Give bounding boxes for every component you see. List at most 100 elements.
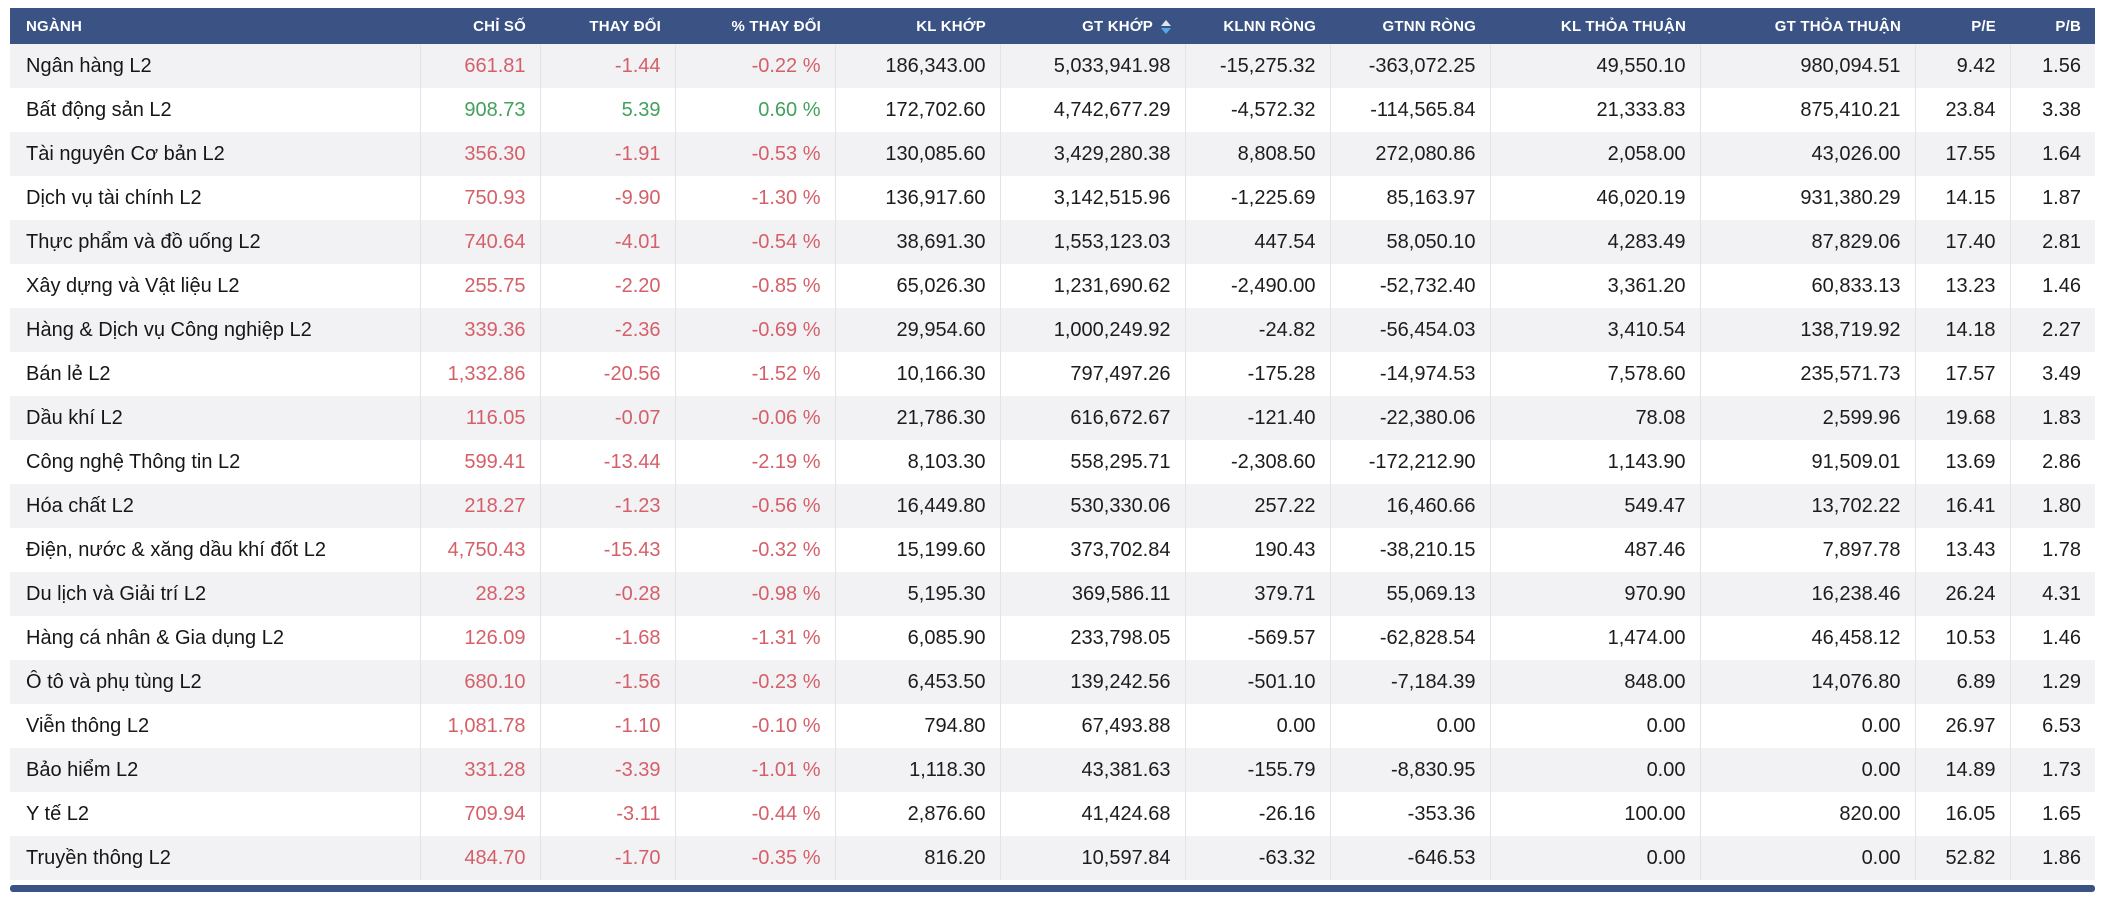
- column-header-9[interactable]: GT THỎA THUẬN: [1700, 8, 1915, 44]
- value-cell: 9.42: [1915, 44, 2011, 88]
- value-cell: 2.86: [2042, 450, 2081, 473]
- value-cell: 255.75: [420, 264, 541, 308]
- table-row[interactable]: Hàng & Dịch vụ Công nghiệp L2 339.36 -2.36…: [10, 308, 2095, 352]
- table-row[interactable]: Dịch vụ tài chính L2 750.93 -9.90 -1.30 % 13…: [10, 176, 2095, 220]
- value-cell: 49,550.10: [1490, 44, 1701, 88]
- table-row[interactable]: Y tế L2 709.94 -3.11 -0.44 % 2,876.60 41,424.…: [10, 792, 2095, 836]
- value-cell: 530,330.06: [1000, 484, 1186, 528]
- table-row[interactable]: Viễn thông L2 1,081.78 -1.10 -0.10 % 794.80 6…: [10, 704, 2095, 748]
- value-cell: -0.07: [540, 396, 676, 440]
- value-cell: 85,163.97: [1330, 176, 1491, 220]
- value-cell: 58,050.10: [1330, 220, 1491, 264]
- column-header-label: KL THỎA THUẬN: [1560, 17, 1686, 35]
- column-header-7[interactable]: GTNN RÒNG: [1330, 8, 1490, 44]
- value-cell: 356.30: [420, 132, 541, 176]
- value-cell: 60,833.13: [1700, 264, 1916, 308]
- column-header-5[interactable]: GT KHỚP: [1000, 8, 1185, 44]
- value-cell: 2,876.60: [835, 792, 1001, 836]
- value-cell: -15.43: [540, 528, 676, 572]
- value-cell: 7,578.60: [1490, 352, 1701, 396]
- value-cell: 6,085.90: [835, 616, 1001, 660]
- value-cell: -24.82: [1185, 308, 1331, 352]
- value-cell: 0.00: [1700, 704, 1916, 748]
- value-cell: 1.56: [2042, 54, 2081, 77]
- value-cell: 65,026.30: [835, 264, 1001, 308]
- column-header-1[interactable]: CHỈ SỐ: [420, 8, 540, 44]
- value-cell: 1.46: [2042, 274, 2081, 297]
- horizontal-scrollbar[interactable]: [10, 885, 2095, 892]
- value-cell: -172,212.90: [1330, 440, 1491, 484]
- table-row[interactable]: Bất động sản L2 908.73 5.39 0.60 % 172,702.6…: [10, 88, 2095, 132]
- sort-desc-icon[interactable]: [1160, 19, 1171, 34]
- sector-name-cell: Dầu khí L2: [10, 396, 421, 440]
- value-cell: 235,571.73: [1700, 352, 1916, 396]
- value-cell: -569.57: [1185, 616, 1331, 660]
- value-cell: -62,828.54: [1330, 616, 1491, 660]
- table-row[interactable]: Công nghệ Thông tin L2 599.41 -13.44 -2.19 …: [10, 440, 2095, 484]
- value-cell: 21,333.83: [1490, 88, 1701, 132]
- value-cell: 484.70: [420, 836, 541, 880]
- table-row[interactable]: Xây dựng và Vật liệu L2 255.75 -2.20 -0.85 …: [10, 264, 2095, 308]
- value-cell: 848.00: [1490, 660, 1701, 704]
- value-cell: -4.01: [540, 220, 676, 264]
- table-row[interactable]: Tài nguyên Cơ bản L2 356.30 -1.91 -0.53 % 13…: [10, 132, 2095, 176]
- table-row[interactable]: Bán lẻ L2 1,332.86 -20.56 -1.52 % 10,166.30 7…: [10, 352, 2095, 396]
- value-cell: 23.84: [1915, 88, 2011, 132]
- table-row[interactable]: Dầu khí L2 116.05 -0.07 -0.06 % 21,786.30 616…: [10, 396, 2095, 440]
- column-header-0[interactable]: NGÀNH: [10, 8, 420, 44]
- table-row[interactable]: Hàng cá nhân & Gia dụng L2 126.09 -1.68 -1.…: [10, 616, 2095, 660]
- column-header-3[interactable]: % THAY ĐỔI: [675, 8, 835, 44]
- sector-name-cell: Viễn thông L2: [10, 704, 421, 748]
- value-cell: 970.90: [1490, 572, 1701, 616]
- table-row[interactable]: Điện, nước & xăng dầu khí đốt L2 4,750.43…: [10, 528, 2095, 572]
- value-cell: -1.52 %: [675, 352, 836, 396]
- value-cell: 8,103.30: [835, 440, 1001, 484]
- column-header-6[interactable]: KLNN RÒNG: [1185, 8, 1330, 44]
- value-cell: -2.19 %: [675, 440, 836, 484]
- table-row[interactable]: Ô tô và phụ tùng L2 680.10 -1.56 -0.23 % 6,4…: [10, 660, 2095, 704]
- value-cell: 218.27: [420, 484, 541, 528]
- value-cell: 26.24: [1915, 572, 2011, 616]
- value-cell: 17.57: [1915, 352, 2011, 396]
- column-header-label: KLNN RÒNG: [1223, 17, 1316, 35]
- value-cell: 43,381.63: [1000, 748, 1186, 792]
- table-row[interactable]: Hóa chất L2 218.27 -1.23 -0.56 % 16,449.80 53…: [10, 484, 2095, 528]
- table-row[interactable]: Truyền thông L2 484.70 -1.70 -0.35 % 816.20 1…: [10, 836, 2095, 880]
- column-header-4[interactable]: KL KHỚP: [835, 8, 1000, 44]
- value-cell: -0.85 %: [675, 264, 836, 308]
- column-header-11[interactable]: P/B: [2010, 8, 2095, 44]
- value-cell: -363,072.25: [1330, 44, 1491, 88]
- value-cell: -0.10 %: [675, 704, 836, 748]
- value-cell: 14.89: [1915, 748, 2011, 792]
- value-cell: 43,026.00: [1700, 132, 1916, 176]
- value-cell: -1.91: [540, 132, 676, 176]
- column-header-2[interactable]: THAY ĐỔI: [540, 8, 675, 44]
- value-cell: 21,786.30: [835, 396, 1001, 440]
- value-cell: -501.10: [1185, 660, 1331, 704]
- column-header-label: P/B: [2055, 17, 2081, 35]
- value-cell: 1.64: [2042, 142, 2081, 165]
- value-cell: 1,118.30: [835, 748, 1001, 792]
- table-row[interactable]: Du lịch và Giải trí L2 28.23 -0.28 -0.98 % 5…: [10, 572, 2095, 616]
- value-cell: 126.09: [420, 616, 541, 660]
- column-header-10[interactable]: P/E: [1915, 8, 2010, 44]
- sector-name-cell: Hàng & Dịch vụ Công nghiệp L2: [10, 308, 421, 352]
- value-cell: -1.30 %: [675, 176, 836, 220]
- column-header-8[interactable]: KL THỎA THUẬN: [1490, 8, 1700, 44]
- value-cell: 616,672.67: [1000, 396, 1186, 440]
- sector-name-cell: Truyền thông L2: [10, 836, 421, 880]
- value-cell: 373,702.84: [1000, 528, 1186, 572]
- value-cell: -646.53: [1330, 836, 1491, 880]
- value-cell: 2,599.96: [1700, 396, 1916, 440]
- value-cell: 794.80: [835, 704, 1001, 748]
- value-cell: 816.20: [835, 836, 1001, 880]
- value-cell: 3.38: [2042, 98, 2081, 121]
- table-row[interactable]: Bảo hiểm L2 331.28 -3.39 -1.01 % 1,118.30 43,…: [10, 748, 2095, 792]
- table-row[interactable]: Thực phẩm và đồ uống L2 740.64 -4.01 -0.54 …: [10, 220, 2095, 264]
- value-cell: 709.94: [420, 792, 541, 836]
- value-cell: 5,195.30: [835, 572, 1001, 616]
- value-cell: 233,798.05: [1000, 616, 1186, 660]
- value-cell: 3.49: [2042, 362, 2081, 385]
- value-cell: 4,750.43: [420, 528, 541, 572]
- table-row[interactable]: Ngân hàng L2 661.81 -1.44 -0.22 % 186,343.00…: [10, 44, 2095, 88]
